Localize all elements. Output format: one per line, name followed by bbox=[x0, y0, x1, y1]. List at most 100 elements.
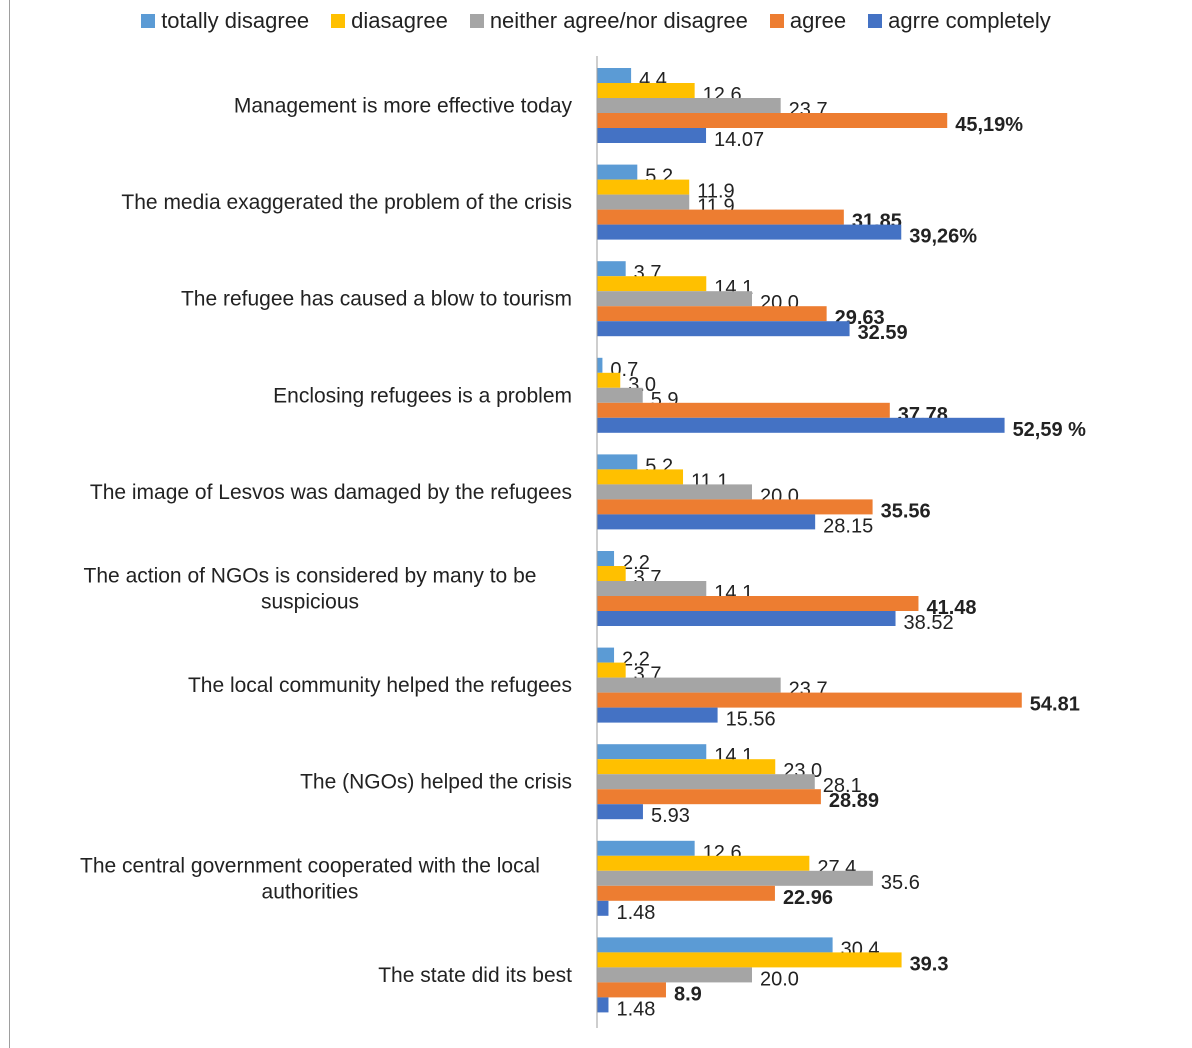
bar bbox=[597, 774, 815, 790]
legend-label: neither agree/nor disagree bbox=[489, 8, 748, 33]
data-label: 1.48 bbox=[616, 902, 655, 924]
bar bbox=[597, 662, 626, 678]
data-label: 52,59 % bbox=[1013, 419, 1087, 441]
legend-item-agree-completely: agrre completely bbox=[868, 8, 1051, 34]
category-label: Enclosing refugees is a problem bbox=[273, 384, 572, 407]
data-label: 38.52 bbox=[904, 612, 954, 634]
bar bbox=[597, 692, 1022, 708]
data-label: 28.1 bbox=[823, 775, 862, 797]
data-label: 54.81 bbox=[1030, 694, 1080, 716]
bar bbox=[597, 551, 615, 566]
bar bbox=[597, 113, 948, 128]
category-label: Management is more effective today bbox=[234, 95, 573, 118]
bar bbox=[597, 261, 626, 277]
legend-label: agree bbox=[789, 8, 847, 33]
bar bbox=[597, 372, 621, 388]
bar bbox=[597, 179, 690, 195]
category-label: The (NGOs) helped the crisis bbox=[300, 771, 572, 794]
legend-item-disagree: diasagree bbox=[331, 8, 448, 34]
category-label: The state did its best bbox=[378, 964, 572, 987]
bar bbox=[597, 647, 615, 663]
data-label: 8.9 bbox=[674, 983, 702, 1005]
bar bbox=[597, 952, 902, 968]
bar bbox=[597, 387, 643, 403]
data-label: 11.9 bbox=[697, 181, 734, 203]
bar bbox=[597, 744, 707, 760]
bar bbox=[597, 997, 609, 1013]
category-label: The central government cooperated with t… bbox=[80, 854, 540, 903]
legend-label: agrre completely bbox=[888, 8, 1051, 33]
frame-left-border bbox=[9, 0, 10, 1048]
bar bbox=[597, 581, 707, 596]
bar bbox=[597, 454, 638, 470]
legend-item-agree: agree bbox=[769, 8, 847, 34]
legend-swatch bbox=[769, 14, 784, 28]
legend-swatch bbox=[331, 14, 346, 28]
data-label: 32.59 bbox=[858, 322, 908, 344]
data-label: 28.89 bbox=[829, 790, 879, 812]
bar bbox=[597, 840, 695, 856]
bar bbox=[597, 982, 666, 998]
bar bbox=[597, 499, 873, 515]
bar bbox=[597, 900, 609, 916]
category-label: The media exaggerated the problem of the… bbox=[121, 191, 572, 214]
bar bbox=[597, 224, 902, 240]
bar bbox=[597, 566, 626, 581]
data-label: 45,19% bbox=[955, 114, 1023, 136]
bar bbox=[597, 707, 718, 723]
bar bbox=[597, 596, 919, 611]
bar bbox=[597, 514, 816, 530]
data-label: 1.48 bbox=[616, 998, 655, 1020]
data-label: 14.07 bbox=[714, 129, 764, 151]
bar bbox=[597, 276, 707, 292]
bar bbox=[597, 321, 850, 337]
legend-swatch bbox=[868, 14, 883, 28]
chart-legend: totally disagree diasagree neither agree… bbox=[0, 8, 1192, 34]
bar bbox=[597, 291, 752, 307]
data-label: 5.93 bbox=[651, 805, 690, 827]
bar bbox=[597, 870, 873, 886]
legend-label: diasagree bbox=[351, 8, 448, 33]
bar bbox=[597, 937, 833, 953]
data-label: 2.2 bbox=[622, 552, 650, 574]
data-label: 35.56 bbox=[881, 500, 931, 522]
bar bbox=[597, 469, 684, 485]
bar bbox=[597, 98, 781, 113]
bar bbox=[597, 611, 896, 626]
legend-item-totally-disagree: totally disagree bbox=[141, 8, 309, 34]
bar bbox=[597, 209, 844, 225]
bar bbox=[597, 789, 821, 805]
legend-swatch bbox=[469, 14, 484, 28]
bar bbox=[597, 83, 695, 98]
bar bbox=[597, 357, 603, 373]
data-label: 15.56 bbox=[726, 709, 776, 731]
bar bbox=[597, 677, 781, 693]
bar bbox=[597, 194, 690, 210]
legend-item-neither: neither agree/nor disagree bbox=[469, 8, 748, 34]
category-label: The refugee has caused a blow to tourism bbox=[181, 288, 572, 311]
data-label: 39,26% bbox=[909, 226, 977, 248]
data-label: 28.15 bbox=[823, 515, 873, 537]
bar bbox=[597, 306, 827, 322]
category-label: The action of NGOs is considered by many… bbox=[84, 565, 537, 614]
bar bbox=[597, 402, 890, 418]
bar bbox=[597, 164, 638, 180]
bar bbox=[597, 804, 643, 820]
bar bbox=[597, 967, 752, 983]
bar bbox=[597, 759, 776, 775]
bar bbox=[597, 68, 632, 83]
data-label: 22.96 bbox=[783, 887, 833, 909]
data-label: 41.48 bbox=[926, 597, 976, 619]
data-label: 2.2 bbox=[622, 649, 650, 671]
data-label: 35.6 bbox=[881, 872, 920, 894]
bar bbox=[597, 484, 752, 500]
bar bbox=[597, 128, 707, 143]
data-label: 20.0 bbox=[760, 968, 799, 990]
category-label: The local community helped the refugees bbox=[188, 674, 572, 697]
bar bbox=[597, 885, 775, 901]
bar bbox=[597, 855, 810, 871]
legend-swatch bbox=[141, 14, 156, 28]
bar bbox=[597, 417, 1005, 433]
